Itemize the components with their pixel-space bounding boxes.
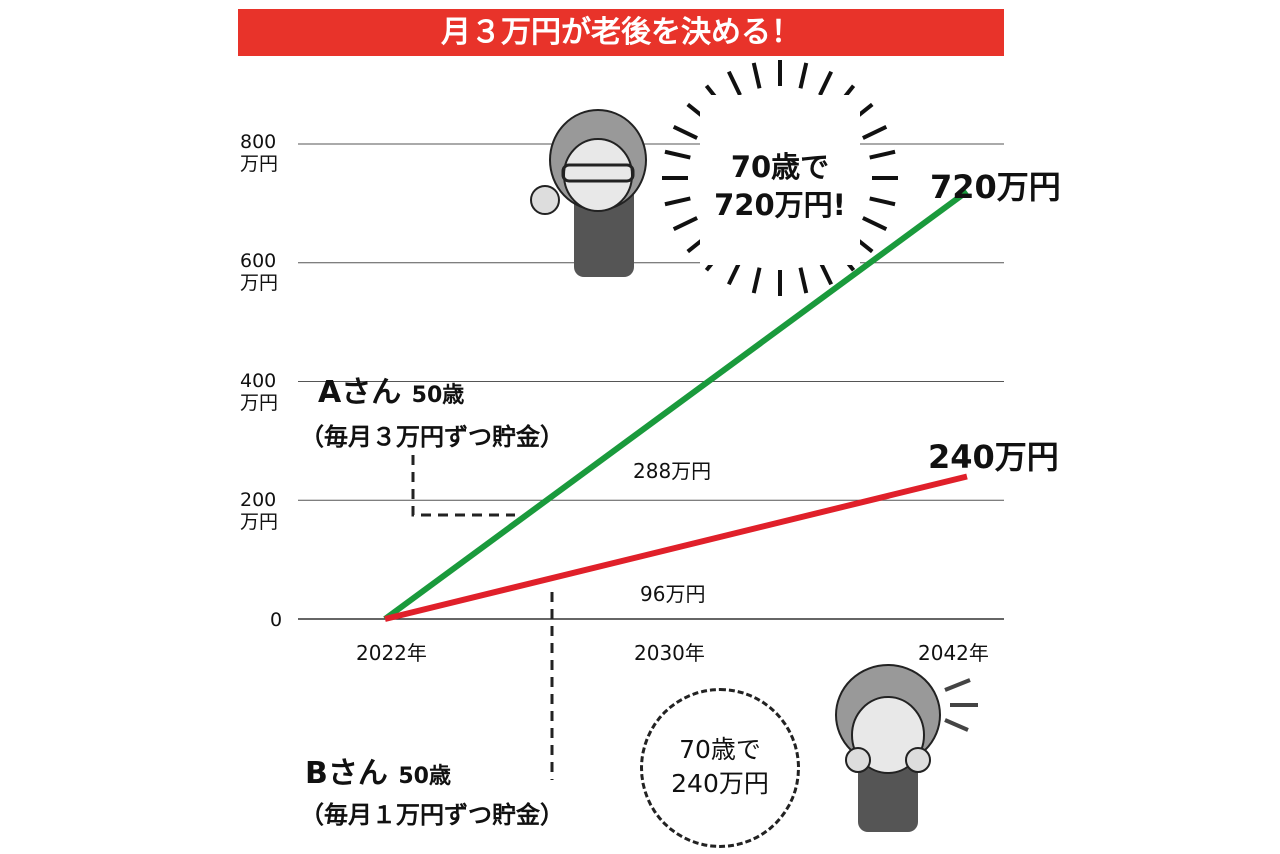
burst-ray: [751, 267, 762, 294]
series-line-a: [383, 189, 969, 622]
grandma-b-hand-icon: [905, 747, 931, 773]
burst-ray: [862, 216, 888, 232]
series-line-b: [384, 473, 968, 622]
burst-ray: [664, 149, 691, 160]
burst-ray: [751, 62, 762, 89]
y-tick-800: 800 万円: [240, 131, 279, 175]
plan-b: （毎月１万円ずつ貯金）: [300, 801, 564, 829]
burst-ray: [869, 149, 896, 160]
leader-a: [411, 455, 515, 517]
label-b: Bさん 50歳: [305, 756, 451, 791]
grandma-a-ok-hand-icon: [530, 185, 560, 215]
mid-label-b: 96万円: [640, 582, 706, 606]
burst-ray: [672, 124, 698, 140]
burst-ray: [726, 70, 742, 96]
y-tick-600: 600 万円: [240, 250, 279, 294]
y-tick-0: 0: [270, 609, 283, 631]
burst-ray: [869, 196, 896, 207]
x-tick-2022: 2022年: [356, 641, 427, 665]
burst-ray: [818, 70, 834, 96]
burst-ray: [798, 62, 809, 89]
burst-ray: [862, 124, 888, 140]
burst-bg: [700, 95, 860, 265]
grandma-b-face: [851, 696, 925, 774]
grandma-a-glasses-icon: [561, 163, 635, 183]
end-label-b: 240万円: [928, 438, 1059, 476]
y-tick-200: 200 万円: [240, 489, 279, 533]
y-tick-400: 400 万円: [240, 370, 279, 414]
burst-ray: [672, 216, 698, 232]
grandma-b-body: [858, 760, 918, 832]
chart-title: 月３万円が老後を決める！: [238, 9, 1004, 56]
x-tick-2030: 2030年: [634, 641, 705, 665]
burst-ray: [664, 196, 691, 207]
grandma-a-face: [563, 138, 633, 212]
shock-lines-icon: [944, 718, 969, 732]
x-tick-2042: 2042年: [918, 641, 989, 665]
plan-a: （毎月３万円ずつ貯金）: [300, 423, 564, 451]
label-a: Aさん 50歳: [318, 375, 465, 410]
burst-ray: [798, 267, 809, 294]
burst-callout: 70歳で 720万円!: [714, 150, 846, 222]
grandma-b-hand-icon: [845, 747, 871, 773]
shock-lines-icon: [944, 678, 971, 692]
circle-callout: 70歳で 240万円: [640, 688, 800, 848]
mid-label-a: 288万円: [633, 459, 712, 483]
end-label-a: 720万円: [930, 168, 1061, 206]
